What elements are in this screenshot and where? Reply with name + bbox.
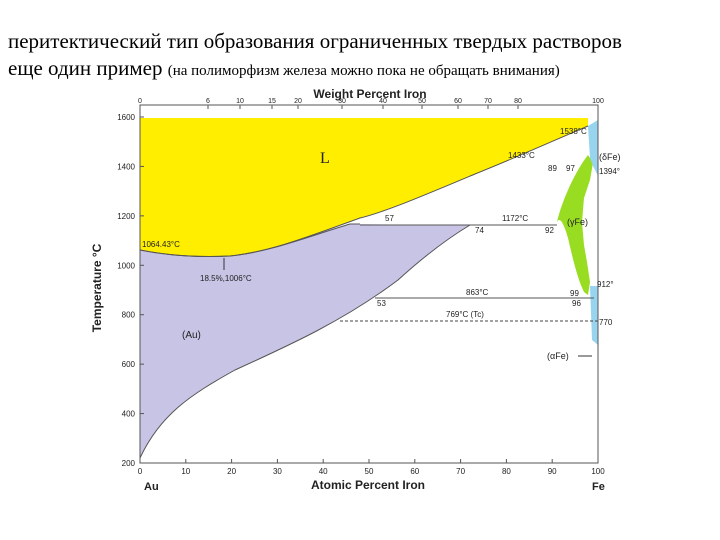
bottom-tick-label: 50 [365,467,374,476]
top-tick-label: 6 [206,98,210,105]
comp-53-label: 53 [377,299,386,308]
y-axis-title: Temperature °C [90,243,104,332]
au-solid-region [140,224,470,458]
bottom-tick-label: 0 [138,467,143,476]
top-tick-label: 15 [268,98,276,105]
curie-label: 769°C (Tc) [446,310,484,319]
bottom-tick-label: 100 [591,467,605,476]
title-line-1: перитектический тип образования ограниче… [8,29,622,53]
t-912-label: 912° [597,280,614,289]
delta-phase-label: (δFe) [599,152,621,162]
comp-89-label: 89 [548,164,557,173]
t-770-label: 770 [599,318,613,327]
gamma-phase-label: (γFe) [567,217,588,227]
left-element: Au [144,481,159,493]
bottom-tick-label: 40 [319,467,328,476]
top-axis-title: Weight Percent Iron [313,87,426,101]
y-tick-label: 1200 [117,212,135,221]
y-tick-label: 1400 [117,162,135,171]
au-melt-label: 1064.43°C [142,240,180,249]
comp-97-label: 97 [566,164,575,173]
liquid-label: L [320,150,330,167]
au-phase-label: (Au) [182,330,201,341]
bottom-tick-label: 70 [456,467,465,476]
y-tick-label: 400 [122,410,136,419]
title-line-2: еще один пример (на полиморфизм железа м… [8,55,713,85]
bottom-tick-label: 20 [227,467,236,476]
bottom-tick-label: 10 [181,467,190,476]
bottom-tick-label: 80 [502,467,511,476]
top-tick-label: 50 [418,98,426,105]
tick-group: 0 10 20 30 40 50 60 70 80 90 1000 6 10 15 20 30 40 50 60 70… [117,98,605,476]
delta-region [588,120,598,176]
gamma-region [557,155,594,295]
y-tick-label: 200 [122,459,136,468]
au-solvus-line [139,224,471,459]
bottom-tick-label: 30 [273,467,282,476]
top-tick-label: 40 [379,98,387,105]
alpha-region [590,286,598,345]
top-tick-label: 60 [454,98,462,105]
y-tick-label: 1000 [117,261,135,270]
y-tick-label: 600 [122,360,136,369]
top-tick-label: 100 [592,98,604,105]
top-tick-label: 70 [484,98,492,105]
t-1394-label: 1394° [599,167,620,176]
comp-57-label: 57 [385,214,394,223]
title-line-2-main: еще один пример [8,56,163,80]
comp-96-label: 96 [572,299,581,308]
delta-temp-label: 1433°C [508,151,535,160]
solidus-line [139,223,360,258]
top-tick-label: 80 [514,98,522,105]
comp-99-label: 99 [570,289,579,298]
top-tick-label: 10 [236,98,244,105]
bottom-tick-label: 90 [548,467,557,476]
minimum-label: 18.5%,1006°C [200,274,252,283]
slide-title: перитектический тип образования ограниче… [8,28,713,85]
peritectic-temp-label: 1172°C [502,214,528,223]
y-tick-label: 800 [122,311,136,320]
right-element: Fe [592,481,605,493]
comp-92-label: 92 [545,226,554,235]
y-tick-label: 1600 [117,113,135,122]
title-line-2-note: (на полиморфизм железа можно пока не обр… [167,63,560,79]
top-tick-label: 0 [138,98,142,105]
bottom-tick-label: 60 [410,467,419,476]
alpha-phase-label: (αFe) [547,351,569,361]
comp-74-label: 74 [475,226,484,235]
fe-melt-label: 1538°C [560,127,587,136]
top-tick-label: 30 [338,98,346,105]
top-tick-label: 20 [294,98,302,105]
liquid-region [140,118,588,257]
bottom-axis-title: Atomic Percent Iron [311,478,425,492]
eutectoid-temp-label: 863°C [466,288,489,297]
